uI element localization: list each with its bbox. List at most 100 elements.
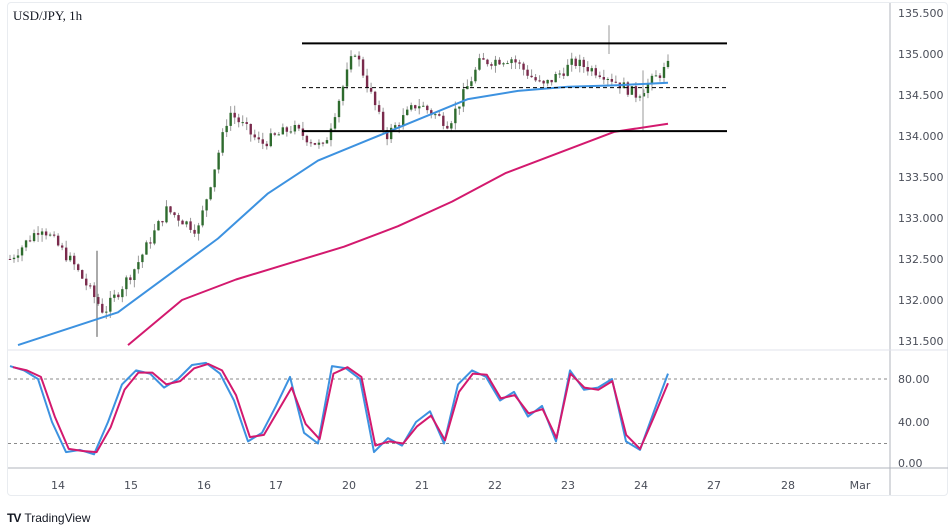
candle-up[interactable] <box>337 100 341 118</box>
candle-up[interactable] <box>474 69 477 82</box>
candle-down[interactable] <box>89 285 92 287</box>
candle-up[interactable] <box>113 294 116 298</box>
candle-up[interactable] <box>153 230 156 244</box>
candle-up[interactable] <box>209 187 212 200</box>
candle-up[interactable] <box>470 81 473 87</box>
candle-up[interactable] <box>221 132 224 153</box>
candle-up[interactable] <box>410 105 413 110</box>
candle-up[interactable] <box>510 59 513 64</box>
candle-up[interactable] <box>48 234 52 236</box>
candle-up[interactable] <box>349 56 353 70</box>
candle-down[interactable] <box>28 240 32 242</box>
candle-down[interactable] <box>93 285 96 298</box>
candle-down[interactable] <box>72 255 76 265</box>
candle-down[interactable] <box>149 242 152 244</box>
candle-down[interactable] <box>189 221 192 230</box>
candle-down[interactable] <box>117 294 120 298</box>
candle-up[interactable] <box>494 59 497 66</box>
candle-up[interactable] <box>293 124 297 132</box>
candle-up[interactable] <box>638 96 642 98</box>
candle-down[interactable] <box>309 142 313 144</box>
candle-down[interactable] <box>522 63 525 70</box>
candle-down[interactable] <box>526 69 529 76</box>
candle-up[interactable] <box>241 122 244 124</box>
candle-up[interactable] <box>646 83 650 94</box>
candle-down[interactable] <box>81 270 84 279</box>
candle-down[interactable] <box>574 58 577 66</box>
candle-down[interactable] <box>233 112 236 118</box>
candle-up[interactable] <box>165 206 168 223</box>
candle-down[interactable] <box>245 122 248 124</box>
candle-up[interactable] <box>269 133 272 147</box>
candle-up[interactable] <box>606 79 610 81</box>
candle-up[interactable] <box>353 55 357 57</box>
candle-up[interactable] <box>105 311 108 313</box>
candle-up[interactable] <box>406 109 409 116</box>
candle-up[interactable] <box>546 79 549 84</box>
candle-down[interactable] <box>85 278 88 286</box>
candle-up[interactable] <box>590 68 593 72</box>
candle-down[interactable] <box>253 134 256 138</box>
candle-up[interactable] <box>454 108 457 124</box>
candle-down[interactable] <box>634 86 638 98</box>
candle-up[interactable] <box>558 73 561 75</box>
candle-down[interactable] <box>161 221 164 223</box>
candle-down[interactable] <box>486 59 489 65</box>
candle-down[interactable] <box>530 75 533 78</box>
candle-down[interactable] <box>385 130 389 140</box>
candle-up[interactable] <box>466 86 469 90</box>
candle-up[interactable] <box>141 254 144 263</box>
candle-up[interactable] <box>205 199 208 211</box>
candle-up[interactable] <box>389 127 393 140</box>
candle-down[interactable] <box>658 75 662 78</box>
candle-down[interactable] <box>442 115 445 126</box>
candle-down[interactable] <box>361 59 365 76</box>
candle-up[interactable] <box>109 297 112 312</box>
candle-down[interactable] <box>64 247 68 261</box>
candle-up[interactable] <box>478 58 481 70</box>
candle-up[interactable] <box>462 89 465 107</box>
candle-up[interactable] <box>229 112 232 126</box>
candle-up[interactable] <box>68 255 72 261</box>
candle-up[interactable] <box>225 125 228 133</box>
candle-up[interactable] <box>393 125 397 128</box>
candle-down[interactable] <box>538 80 541 82</box>
candle-up[interactable] <box>20 247 24 256</box>
candle-up[interactable] <box>281 127 285 135</box>
candle-up[interactable] <box>213 169 216 188</box>
candle-down[interactable] <box>614 81 618 83</box>
candle-up[interactable] <box>16 255 20 258</box>
candle-up[interactable] <box>578 59 581 66</box>
candle-down[interactable] <box>321 142 325 144</box>
candle-down[interactable] <box>177 215 180 221</box>
candle-up[interactable] <box>133 269 136 281</box>
candle-down[interactable] <box>193 229 196 234</box>
candle-up[interactable] <box>12 257 16 260</box>
candle-down[interactable] <box>381 111 385 131</box>
candle-down[interactable] <box>482 58 485 60</box>
candle-up[interactable] <box>662 67 666 78</box>
candle-down[interactable] <box>265 143 268 147</box>
candle-up[interactable] <box>401 115 405 127</box>
candle-down[interactable] <box>518 62 521 64</box>
candle-down[interactable] <box>542 80 545 84</box>
candle-down[interactable] <box>101 303 104 313</box>
candle-down[interactable] <box>129 277 132 281</box>
candle-up[interactable] <box>642 93 646 97</box>
candle-down[interactable] <box>169 206 172 213</box>
candle-down[interactable] <box>77 264 80 271</box>
candle-up[interactable] <box>650 75 654 84</box>
candle-down[interactable] <box>365 75 369 88</box>
candle-down[interactable] <box>357 55 361 60</box>
candle-down[interactable] <box>514 59 517 63</box>
candle-up[interactable] <box>325 140 329 144</box>
candle-up[interactable] <box>450 123 453 129</box>
candle-up[interactable] <box>137 262 140 270</box>
candle-up[interactable] <box>554 74 557 83</box>
candle-down[interactable] <box>626 82 630 95</box>
candle-up[interactable] <box>40 231 44 235</box>
candle-up[interactable] <box>418 106 421 109</box>
candle-down[interactable] <box>8 259 12 260</box>
candle-down[interactable] <box>261 139 264 144</box>
